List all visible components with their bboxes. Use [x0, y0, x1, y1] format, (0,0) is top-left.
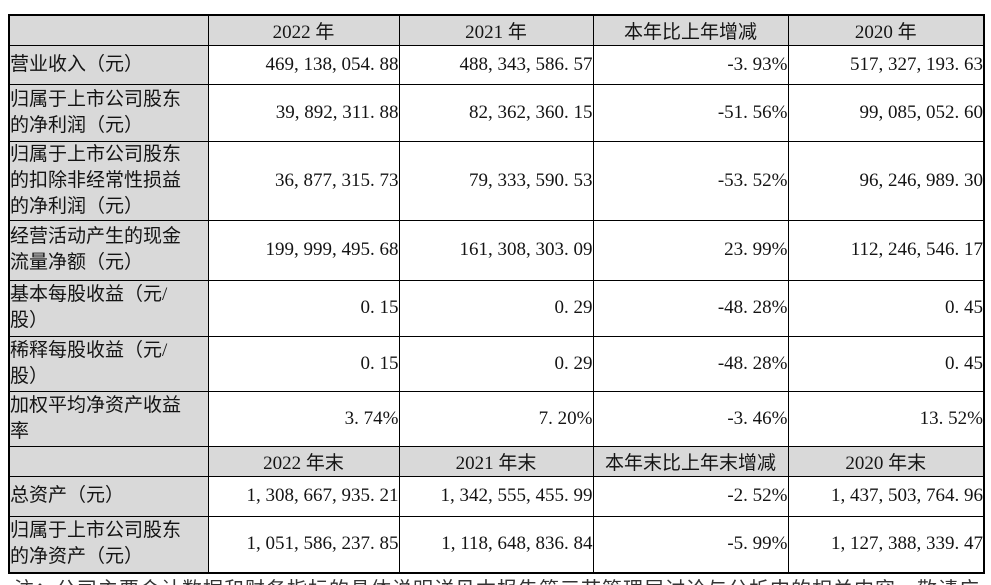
cell-value: -48. 28%: [592, 335, 789, 392]
key-financials-table: 2022 年 2021 年 本年比上年增减 2020 年 营业收入（元） 469…: [8, 14, 985, 574]
cell-value: 488, 343, 586. 57: [398, 44, 594, 85]
cell-value: -51. 56%: [592, 83, 789, 142]
cell-value: 3. 74%: [207, 390, 400, 447]
cell-value: 0. 29: [398, 279, 594, 337]
cell-value: 23. 99%: [592, 219, 789, 281]
cell-value: 7. 20%: [398, 390, 594, 447]
table-row-weighted-avg-roe: 加权平均净资产收益 率 3. 74% 7. 20% -3. 46% 13. 52…: [8, 390, 985, 447]
cell-value: 199, 999, 495. 68: [207, 219, 400, 281]
cell-value: 1, 437, 503, 764. 96: [787, 475, 985, 517]
cell-value: 0. 45: [787, 335, 985, 392]
table-header-row-annual: 2022 年 2021 年 本年比上年增减 2020 年: [8, 14, 985, 46]
row-label: 稀释每股收益（元/ 股）: [8, 335, 209, 392]
header-end-2021: 2021 年末: [398, 445, 594, 477]
cell-value: 1, 308, 667, 935. 21: [207, 475, 400, 517]
cell-value: 112, 246, 546. 17: [787, 219, 985, 281]
cell-value: 469, 138, 054. 88: [207, 44, 400, 85]
cell-value: -53. 52%: [592, 140, 789, 221]
cell-value: -48. 28%: [592, 279, 789, 337]
table-row-net-assets: 归属于上市公司股东 的净资产（元） 1, 051, 586, 237. 85 1…: [8, 515, 985, 574]
table-row-net-profit-excl-nonrecurring: 归属于上市公司股东 的扣除非经常性损益 的净利润（元） 36, 877, 315…: [8, 140, 985, 221]
header-end-2022: 2022 年末: [207, 445, 400, 477]
cell-value: -5. 99%: [592, 515, 789, 574]
row-label: 归属于上市公司股东 的扣除非经常性损益 的净利润（元）: [8, 140, 209, 221]
cell-value: 79, 333, 590. 53: [398, 140, 594, 221]
header-empty-cell: [8, 14, 209, 46]
table-header-row-yearend: 2022 年末 2021 年末 本年末比上年末增减 2020 年末: [8, 445, 985, 477]
row-label: 基本每股收益（元/ 股）: [8, 279, 209, 337]
table-row-operating-revenue: 营业收入（元） 469, 138, 054. 88 488, 343, 586.…: [8, 44, 985, 85]
row-label: 经营活动产生的现金 流量净额（元）: [8, 219, 209, 281]
header-end-2020: 2020 年末: [787, 445, 985, 477]
cell-value: 1, 342, 555, 455. 99: [398, 475, 594, 517]
header-year-2021: 2021 年: [398, 14, 594, 46]
cell-value: 0. 45: [787, 279, 985, 337]
cell-value: 0. 15: [207, 279, 400, 337]
table-row-diluted-eps: 稀释每股收益（元/ 股） 0. 15 0. 29 -48. 28% 0. 45: [8, 335, 985, 392]
row-label: 归属于上市公司股东 的净利润（元）: [8, 83, 209, 142]
header-year-2022: 2022 年: [207, 14, 400, 46]
header-year-2020: 2020 年: [787, 14, 985, 46]
row-label: 营业收入（元）: [8, 44, 209, 85]
cell-value: 517, 327, 193. 63: [787, 44, 985, 85]
table-row-total-assets: 总资产（元） 1, 308, 667, 935. 21 1, 342, 555,…: [8, 475, 985, 517]
cell-value: 0. 15: [207, 335, 400, 392]
row-label: 归属于上市公司股东 的净资产（元）: [8, 515, 209, 574]
clipped-footnote-text: 注：公司主要会计数据和财务指标的具体说明详见本报告第三节管理层讨论与分析中的相关…: [14, 579, 984, 585]
row-label: 加权平均净资产收益 率: [8, 390, 209, 447]
header-yearend-change: 本年末比上年末增减: [592, 445, 789, 477]
table-row-operating-cash-flow: 经营活动产生的现金 流量净额（元） 199, 999, 495. 68 161,…: [8, 219, 985, 281]
table-row-basic-eps: 基本每股收益（元/ 股） 0. 15 0. 29 -48. 28% 0. 45: [8, 279, 985, 337]
cell-value: 13. 52%: [787, 390, 985, 447]
cell-value: 36, 877, 315. 73: [207, 140, 400, 221]
cell-value: -3. 93%: [592, 44, 789, 85]
cell-value: 82, 362, 360. 15: [398, 83, 594, 142]
cell-value: 96, 246, 989. 30: [787, 140, 985, 221]
cell-value: 1, 051, 586, 237. 85: [207, 515, 400, 574]
row-label: 总资产（元）: [8, 475, 209, 517]
cell-value: 0. 29: [398, 335, 594, 392]
header-yoy-change: 本年比上年增减: [592, 14, 789, 46]
header-empty-cell: [8, 445, 209, 477]
cell-value: 1, 118, 648, 836. 84: [398, 515, 594, 574]
clipped-footnote-line: 注：公司主要会计数据和财务指标的具体说明详见本报告第三节管理层讨论与分析中的相关…: [14, 577, 984, 585]
cell-value: 99, 085, 052. 60: [787, 83, 985, 142]
cell-value: -3. 46%: [592, 390, 789, 447]
cell-value: 161, 308, 303. 09: [398, 219, 594, 281]
cell-value: 1, 127, 388, 339. 47: [787, 515, 985, 574]
table-row-net-profit: 归属于上市公司股东 的净利润（元） 39, 892, 311. 88 82, 3…: [8, 83, 985, 142]
cell-value: 39, 892, 311. 88: [207, 83, 400, 142]
cell-value: -2. 52%: [592, 475, 789, 517]
